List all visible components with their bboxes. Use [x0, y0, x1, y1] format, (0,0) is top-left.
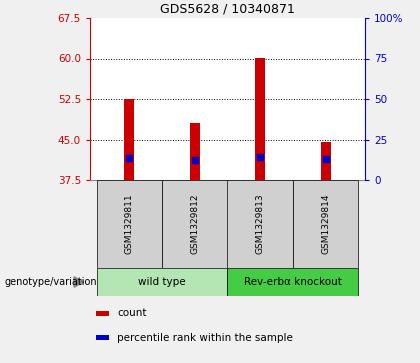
Text: GSM1329812: GSM1329812: [190, 194, 199, 254]
Bar: [95, 311, 109, 315]
Title: GDS5628 / 10340871: GDS5628 / 10340871: [160, 3, 295, 16]
Polygon shape: [74, 277, 84, 287]
Bar: [255, 58, 265, 180]
Text: percentile rank within the sample: percentile rank within the sample: [117, 333, 293, 343]
Bar: [228, 180, 293, 268]
Bar: [124, 99, 134, 180]
Bar: [228, 268, 358, 296]
Text: wild type: wild type: [138, 277, 186, 287]
Text: count: count: [117, 309, 147, 318]
Point: [126, 155, 133, 161]
Bar: [190, 123, 200, 180]
Bar: [321, 142, 331, 180]
Text: GSM1329811: GSM1329811: [125, 194, 134, 254]
Bar: [97, 268, 228, 296]
Text: genotype/variation: genotype/variation: [4, 277, 97, 287]
Point: [323, 156, 329, 162]
Text: Rev-erbα knockout: Rev-erbα knockout: [244, 277, 342, 287]
Bar: [95, 335, 109, 340]
Text: GSM1329813: GSM1329813: [256, 194, 265, 254]
Text: GSM1329814: GSM1329814: [321, 194, 330, 254]
Bar: [293, 180, 358, 268]
Point: [192, 157, 198, 163]
Bar: [162, 180, 228, 268]
Point: [257, 154, 264, 160]
Bar: [97, 180, 162, 268]
